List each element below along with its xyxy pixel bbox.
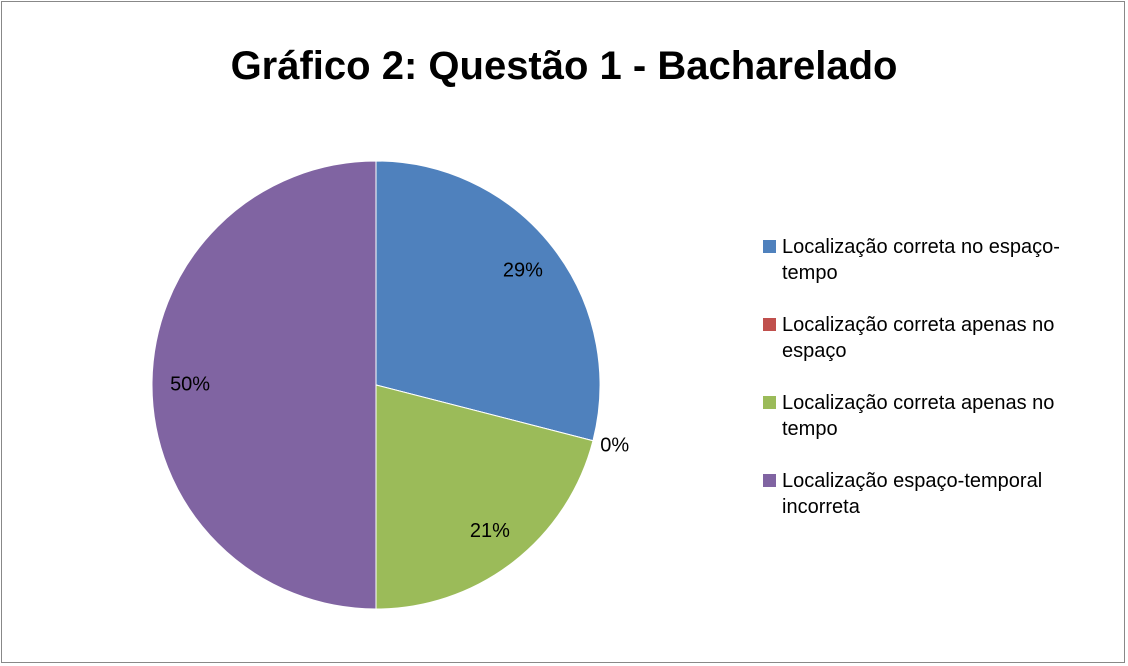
legend: Localização correta no espaço-tempo Local… — [763, 234, 1108, 546]
legend-swatch — [763, 396, 776, 409]
legend-swatch — [763, 240, 776, 253]
legend-swatch — [763, 474, 776, 487]
legend-label: Localização correta apenas no espaço — [782, 314, 1055, 362]
legend-item: Localização correta apenas no espaço — [763, 312, 1108, 364]
chart-title: Gráfico 2: Questão 1 - Bacharelado — [230, 44, 898, 88]
data-label: 50% — [170, 373, 210, 395]
pie-slice — [151, 160, 377, 610]
legend-label: Localização correta apenas no tempo — [782, 392, 1055, 440]
legend-swatch — [763, 318, 776, 331]
data-label: 29% — [503, 259, 543, 281]
pie-slice — [375, 384, 594, 610]
legend-item: Localização espaço-temporal incorreta — [763, 468, 1108, 520]
pie-slice — [375, 160, 601, 442]
legend-label: Localização correta no espaço-tempo — [782, 236, 1060, 284]
legend-label: Localização espaço-temporal incorreta — [782, 470, 1043, 518]
data-label: 21% — [470, 520, 510, 542]
legend-item: Localização correta apenas no tempo — [763, 390, 1108, 442]
legend-item: Localização correta no espaço-tempo — [763, 234, 1108, 286]
data-label: 0% — [600, 435, 629, 457]
